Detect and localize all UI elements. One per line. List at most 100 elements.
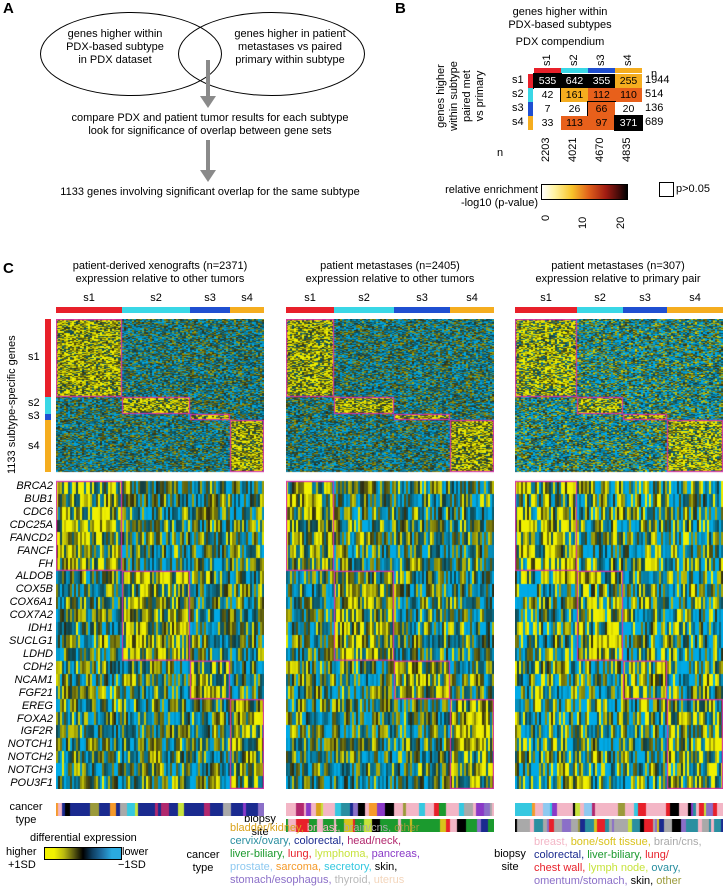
bs-line-4: omentum/stomach, skin, other: [534, 875, 727, 888]
gene-label-foxa2: FOXA2: [16, 712, 53, 725]
gene-label-notch3: NOTCH3: [7, 764, 53, 777]
panel-a-letter: A: [3, 0, 14, 17]
matrix-row-label-s4: s4: [512, 116, 524, 128]
bs-entry: breast,: [534, 836, 571, 848]
gene-axis-label: 1133 subtype-specific genes: [6, 335, 18, 474]
heatmap-patient-vs-primary: [515, 319, 723, 789]
ct-entry: brain/cns,: [343, 822, 395, 834]
hm2-col-label-s1: s1: [304, 292, 316, 304]
cancer-type-bar-pdx: [56, 803, 264, 816]
panel-b-title: genes higher within PDX-based subtypes P…: [508, 6, 612, 48]
ct-entry: head/neck,: [347, 835, 402, 847]
matrix-cell-s3-s4: 20: [615, 102, 642, 116]
ct-entry: lung,: [287, 848, 315, 860]
matrix-row-bar-s2: [528, 88, 533, 102]
hm1-col-label-s3: s3: [204, 292, 216, 304]
cancer-type-legend-entries: bladder/kidney, breast, brain/cns, other…: [230, 822, 480, 887]
matrix-row-n-s2: 514: [645, 88, 664, 100]
enrichment-matrix: s1 s2 s3 s4 s1 1944 535 642 355 255 s2 514 42 161 112 1…: [512, 54, 669, 210]
ct-entry: lymphoma,: [314, 848, 372, 860]
hm3-col-label-s4: s4: [689, 292, 701, 304]
matrix-row-bar-s4: [528, 116, 533, 130]
row-bar-s3: [45, 414, 51, 420]
arrow-1-head: [200, 96, 216, 108]
matrix-col-label-s2: s2: [568, 54, 580, 66]
matrix-col-bar-s4: [615, 68, 642, 73]
matrix-cell-s2-s4: 110: [615, 88, 642, 102]
panel-b-letter: B: [395, 0, 406, 17]
matrix-col-bar-s1: [534, 68, 561, 73]
hm1-col-label-s4: s4: [241, 292, 253, 304]
ct-entry: sarcoma,: [275, 861, 325, 873]
patient-gene-set-label: genes higher in patient metastases vs pa…: [234, 28, 346, 66]
matrix-col-n-s4: 4835: [621, 137, 633, 162]
expression-color-scale: [44, 847, 122, 860]
ct-entry: skin,: [374, 861, 398, 873]
matrix-cell-s4-s4: 371: [614, 115, 643, 131]
pdx-gene-set-label: genes higher within PDX-based subtype in…: [66, 28, 164, 66]
scale-tick-20: 20: [615, 216, 627, 229]
legend-plus-1sd: +1SD: [8, 859, 36, 871]
gene-label-igf2r: IGF2R: [20, 725, 53, 738]
pvalue-legend-box: [659, 182, 674, 197]
heatmap-pdx: [56, 319, 264, 789]
gene-label-suclg1: SUCLG1: [8, 635, 53, 647]
bs-entry: omentum/stomach,: [534, 875, 631, 887]
ct-line-3: liver-biliary, lung, lymphoma, pancreas,: [230, 848, 480, 861]
matrix-cell-s1-s3: 355: [588, 74, 615, 88]
gene-label-aldob: ALDOB: [15, 570, 53, 583]
hm1-col-label-s2: s2: [150, 292, 162, 304]
legend-lower: lower: [122, 846, 149, 858]
row-bar-s1: [45, 319, 51, 397]
hm1-col-bar-s4: [230, 307, 264, 313]
heatmap-3-title: patient metastases (n=307) expression re…: [535, 260, 701, 285]
matrix-cell-s1-s2: 642: [561, 74, 588, 88]
bs-entry: liver-biliary,: [587, 849, 646, 861]
hm3-col-label-s2: s2: [594, 292, 606, 304]
gene-label-ldhd: LDHD: [23, 647, 53, 660]
ct-line-5: stomach/esophagus, thyroid, uterus: [230, 874, 480, 887]
matrix-cell-s4-s2: 113: [561, 116, 588, 130]
matrix-row-bar-s3: [528, 102, 533, 116]
gene-label-cox7a2: COX7A2: [9, 609, 53, 622]
bs-entry: other: [656, 875, 682, 887]
matrix-cell-s1-s1: 535: [533, 73, 562, 89]
scale-tick-10: 10: [577, 216, 589, 229]
row-label-s4: s4: [28, 440, 40, 452]
heatmap-1-title: patient-derived xenografts (n=2371) expr…: [72, 260, 248, 285]
matrix-cell-s4-s3: 97: [588, 116, 615, 130]
gene-label-fancd2: FANCD2: [9, 531, 53, 544]
heatmap-2-title: patient metastases (n=2405) expression r…: [305, 260, 475, 285]
gene-label-bub1: BUB1: [24, 492, 53, 505]
bs-entry: lymph node,: [588, 862, 652, 874]
hm3-col-label-s3: s3: [639, 292, 651, 304]
matrix-col-label-s3: s3: [595, 54, 607, 66]
hm2-col-label-s2: s2: [358, 292, 370, 304]
biopsy-site-bar-paired: [515, 819, 723, 832]
enrichment-color-scale: [541, 184, 628, 200]
matrix-row-n-s3: 136: [645, 102, 664, 114]
gene-label-cdc25a: CDC25A: [9, 518, 53, 531]
row-label-s2: s2: [28, 397, 40, 409]
hm2-col-bar-s1: [286, 307, 334, 313]
hm3-col-bar-s1: [515, 307, 577, 313]
panel-b-row-title: genes higher within subtype paired met v…: [435, 61, 486, 131]
ct-line-4: prostate, sarcoma, secretory, skin,: [230, 861, 480, 874]
ct-entry: liver-biliary,: [230, 848, 288, 860]
legend-higher: higher: [6, 846, 37, 858]
ct-entry: colorectal,: [293, 835, 348, 847]
cancer-type-legend-label: cancer type: [186, 849, 220, 874]
bs-entry: skin,: [630, 875, 657, 887]
gene-label-notch1: NOTCH1: [7, 738, 53, 751]
ct-entry: other: [394, 822, 420, 834]
matrix-row-label-s1: s1: [512, 74, 524, 86]
expression-legend-title: differential expression: [30, 832, 137, 844]
hm1-col-bar-s3: [190, 307, 230, 313]
matrix-cell-s3-s1: 7: [534, 102, 561, 116]
gene-label-ncam1: NCAM1: [14, 673, 53, 686]
bs-entry: bone/soft tissue,: [570, 836, 654, 848]
bs-entry: colorectal,: [534, 849, 588, 861]
matrix-col-bar-s2: [561, 68, 588, 73]
bs-line-2: colorectal, liver-biliary, lung/: [534, 849, 727, 862]
biopsy-site-bar-patient: [286, 819, 494, 832]
